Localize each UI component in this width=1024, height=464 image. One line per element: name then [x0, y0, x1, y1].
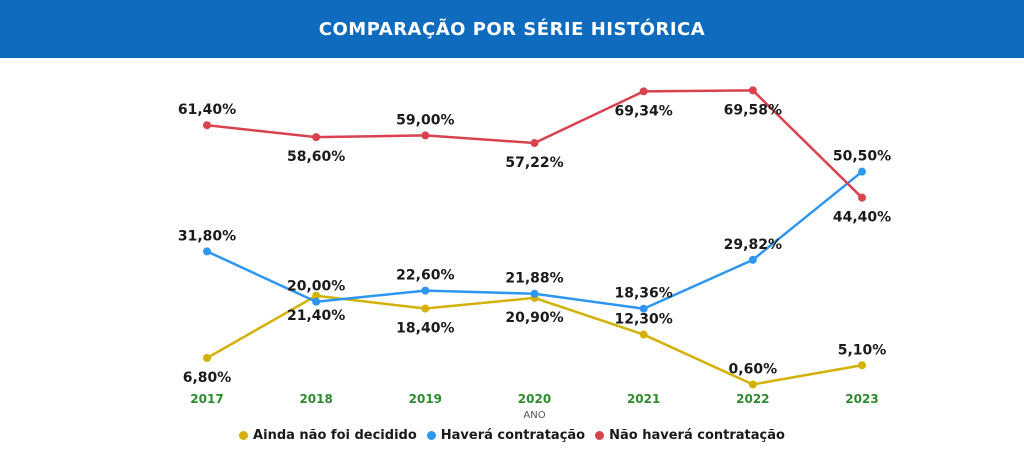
data-label-nao-havera-contratacao: 58,60% — [287, 149, 345, 165]
data-point-ainda-nao-foi-decidido — [639, 330, 648, 339]
legend-item-nao-havera[interactable]: Não haverá contratação — [595, 428, 785, 443]
data-label-ainda-nao-foi-decidido: 6,80% — [183, 370, 232, 386]
data-point-havera-contratacao — [530, 289, 539, 298]
legend-marker-nao-havera — [595, 430, 605, 440]
data-point-ainda-nao-foi-decidido — [858, 361, 866, 370]
chart-header: COMPARAÇÃO POR SÉRIE HISTÓRICA — [0, 0, 1024, 58]
legend-item-havera[interactable]: Haverá contratação — [426, 427, 586, 443]
x-axis-title: ANO — [523, 410, 545, 421]
data-point-ainda-nao-foi-decidido — [421, 304, 430, 313]
data-label-ainda-nao-foi-decidido: 12,30% — [615, 312, 673, 328]
data-label-nao-havera-contratacao: 61,40% — [178, 102, 236, 118]
data-label-nao-havera-contratacao: 44,40% — [833, 210, 891, 226]
data-label-havera-contratacao: 22,60% — [396, 268, 454, 284]
x-tick-label: 2017 — [190, 392, 223, 406]
data-label-ainda-nao-foi-decidido: 21,40% — [287, 308, 345, 324]
legend-marker-ainda — [239, 430, 249, 440]
x-tick-label: 2020 — [518, 392, 551, 406]
x-tick-label: 2021 — [627, 392, 660, 406]
line-chart: 6,80% 21,40% 18,40% 20,90% 12,30% 0,60% 5,10% 3… — [178, 86, 891, 421]
x-tick-label: 2018 — [299, 392, 332, 406]
data-point-ainda-nao-foi-decidido — [312, 291, 321, 300]
data-label-ainda-nao-foi-decidido: 18,40% — [396, 321, 454, 337]
data-point-nao-havera-contratacao — [421, 131, 430, 140]
data-label-havera-contratacao: 29,82% — [724, 237, 782, 253]
data-point-havera-contratacao — [639, 304, 648, 313]
data-point-nao-havera-contratacao — [858, 193, 866, 202]
data-label-nao-havera-contratacao: 59,00% — [396, 112, 454, 128]
data-point-nao-havera-contratacao — [639, 87, 648, 96]
data-label-ainda-nao-foi-decidido: 5,10% — [838, 342, 887, 358]
data-label-nao-havera-contratacao: 57,22% — [505, 155, 563, 171]
data-point-nao-havera-contratacao — [748, 86, 757, 95]
data-label-ainda-nao-foi-decidido: 20,90% — [505, 310, 563, 326]
data-label-nao-havera-contratacao: 69,34% — [615, 103, 673, 119]
data-point-havera-contratacao — [858, 167, 866, 176]
legend-marker-havera — [426, 430, 436, 440]
legend-label-havera: Haverá contratação — [440, 427, 586, 443]
data-label-havera-contratacao: 21,88% — [505, 271, 563, 287]
chart-legend: Ainda não foi decidido Haverá contrataçã… — [0, 423, 1024, 447]
data-label-ainda-nao-foi-decidido: 0,60% — [729, 361, 778, 377]
data-point-ainda-nao-foi-decidido — [203, 354, 211, 363]
x-tick-label: 2022 — [736, 392, 769, 406]
data-point-nao-havera-contratacao — [530, 139, 539, 148]
data-label-nao-havera-contratacao: 69,58% — [724, 102, 782, 118]
data-label-havera-contratacao: 20,00% — [287, 279, 345, 295]
chart-title: COMPARAÇÃO POR SÉRIE HISTÓRICA — [318, 18, 706, 40]
legend-label-nao-havera: Não haverá contratação — [609, 427, 785, 443]
data-point-ainda-nao-foi-decidido — [748, 380, 757, 389]
data-point-havera-contratacao — [421, 286, 430, 295]
data-point-havera-contratacao — [203, 247, 211, 256]
legend-label-ainda: Ainda não foi decidido — [253, 427, 417, 443]
data-label-havera-contratacao: 18,36% — [615, 286, 673, 302]
x-tick-label: 2023 — [845, 392, 878, 406]
data-point-nao-havera-contratacao — [203, 121, 211, 130]
data-label-havera-contratacao: 31,80% — [178, 228, 236, 244]
legend-item-ainda[interactable]: Ainda não foi decidido — [239, 428, 417, 443]
data-point-havera-contratacao — [312, 297, 321, 306]
x-tick-label: 2019 — [409, 392, 442, 406]
data-label-havera-contratacao: 50,50% — [833, 149, 891, 165]
data-point-havera-contratacao — [748, 255, 757, 264]
data-point-nao-havera-contratacao — [312, 133, 321, 142]
